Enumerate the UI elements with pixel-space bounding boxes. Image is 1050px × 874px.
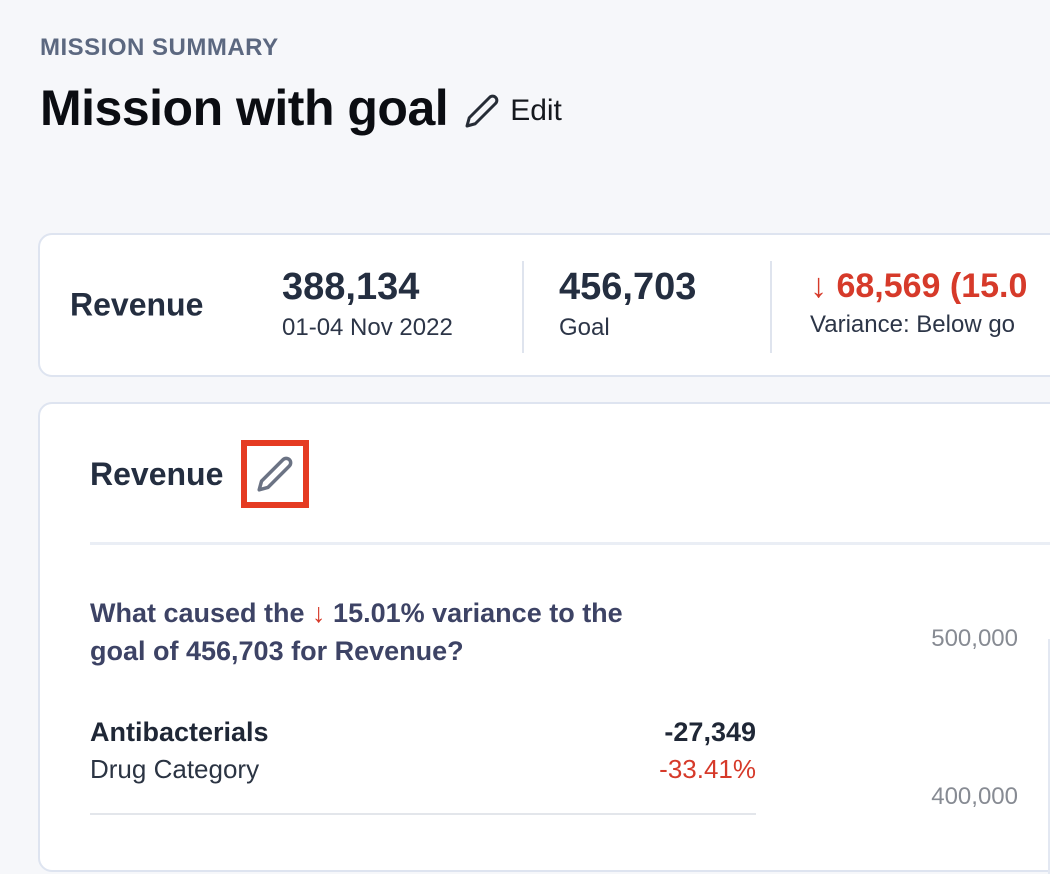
insight-question-line2: goal of 456,703 for Revenue? — [90, 636, 464, 666]
driver-values: -27,349 -33.41% — [659, 714, 756, 786]
kpi-metric-label: Revenue — [70, 286, 204, 323]
kpi-variance-stat: ↓ 68,569 (15.0 Variance: Below go — [810, 263, 1027, 341]
revenue-insight-card: Revenue What caused the ↓ 15.01% varianc… — [38, 402, 1050, 874]
kpi-variance-caption: Variance: Below go — [810, 311, 1016, 338]
insight-question-line1: What caused the ↓ 15.01% variance to the — [90, 598, 623, 628]
row-divider — [90, 813, 756, 815]
down-arrow-icon: ↓ — [312, 598, 326, 628]
chart-y-tick-400000: 400,000 — [931, 783, 1018, 810]
driver-dimension: Drug Category — [90, 754, 260, 784]
section-divider — [90, 542, 1050, 545]
edit-mission-title-button[interactable]: Edit — [464, 93, 562, 129]
kpi-divider — [522, 261, 524, 353]
page-title-row: Mission with goal Edit — [40, 80, 562, 136]
kpi-divider — [770, 261, 772, 353]
down-arrow-icon: ↓ — [810, 267, 827, 305]
driver-delta-pct: -33.41% — [659, 754, 756, 784]
kpi-current-stat: 388,134 01-04 Nov 2022 — [282, 265, 453, 344]
pencil-icon — [464, 93, 500, 129]
insight-question: What caused the ↓ 15.01% variance to the… — [90, 594, 740, 670]
driver-labels: Antibacterials Drug Category — [90, 714, 269, 786]
insight-card-heading-row: Revenue — [90, 440, 310, 508]
chart-y-tick-500000: 500,000 — [931, 625, 1018, 652]
variance-driver-row[interactable]: Antibacterials Drug Category -27,349 -33… — [90, 714, 756, 786]
kpi-goal-caption: Goal — [559, 314, 610, 341]
kpi-variance-value: ↓ 68,569 (15.0 — [810, 263, 1027, 309]
kpi-goal-stat: 456,703 Goal — [559, 265, 696, 344]
kpi-variance-number: 68,569 (15.0 — [836, 267, 1028, 305]
kpi-goal-value: 456,703 — [559, 266, 697, 308]
insight-card-title: Revenue — [90, 455, 224, 492]
kpi-current-value: 388,134 — [282, 266, 420, 308]
chart-axis-line — [1048, 639, 1050, 874]
page-title: Mission with goal — [40, 80, 449, 136]
kpi-summary-card: Revenue 388,134 01-04 Nov 2022 456,703 G… — [38, 233, 1050, 377]
breadcrumb-eyebrow: MISSION SUMMARY — [40, 34, 279, 61]
kpi-current-caption: 01-04 Nov 2022 — [282, 314, 453, 341]
edit-revenue-widget-button[interactable] — [241, 440, 310, 508]
pencil-icon — [256, 455, 294, 493]
driver-name: Antibacterials — [90, 717, 269, 747]
driver-delta: -27,349 — [664, 717, 756, 747]
edit-mission-title-label: Edit — [510, 94, 562, 127]
